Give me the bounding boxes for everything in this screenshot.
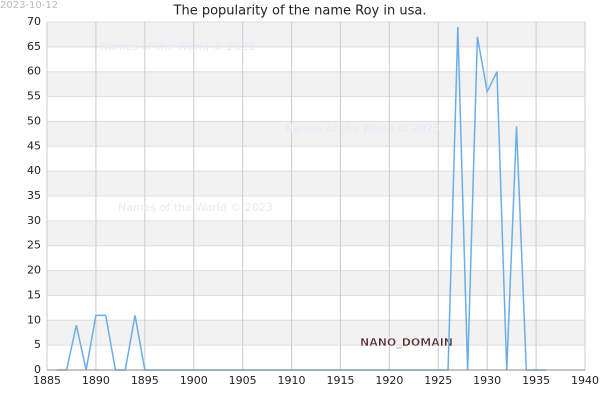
- y-tick-label: 30: [27, 214, 41, 227]
- y-tick-label: 20: [27, 264, 41, 277]
- y-tick-label: 45: [27, 139, 41, 152]
- y-tick-label: 10: [27, 313, 41, 326]
- watermark: Names of the World © 2023: [285, 122, 440, 135]
- x-tick-label: 1920: [375, 374, 403, 387]
- y-tick-label: 50: [27, 114, 41, 127]
- band: [47, 270, 585, 296]
- x-tick-label: 1900: [180, 374, 208, 387]
- x-tick-label: 1885: [33, 374, 61, 387]
- chart-title: The popularity of the name Roy in usa.: [173, 4, 427, 19]
- domain-label: NANO_DOMAIN: [360, 336, 453, 349]
- band: [47, 71, 585, 97]
- x-tick-label: 1910: [278, 374, 306, 387]
- y-tick-label: 0: [34, 363, 41, 376]
- y-tick-label: 40: [27, 164, 41, 177]
- y-tick-label: 65: [27, 40, 41, 53]
- band: [47, 121, 585, 147]
- y-tick-label: 55: [27, 90, 41, 103]
- band: [47, 320, 585, 346]
- x-tick-label: 1905: [229, 374, 257, 387]
- watermark: Names of the World © 2023: [100, 40, 255, 53]
- x-tick-label: 1935: [522, 374, 550, 387]
- x-tick-label: 1890: [82, 374, 110, 387]
- y-tick-label: 5: [34, 338, 41, 351]
- band: [47, 171, 585, 196]
- y-tick-label: 35: [27, 189, 41, 202]
- band: [47, 220, 585, 246]
- y-tick-label: 60: [27, 65, 41, 78]
- y-tick-label: 70: [27, 15, 41, 28]
- x-tick-label: 1940: [571, 374, 599, 387]
- x-tick-label: 1930: [473, 374, 501, 387]
- x-tick-label: 1915: [326, 374, 354, 387]
- x-tick-label: 1895: [131, 374, 159, 387]
- watermark: Names of the World © 2023: [118, 201, 273, 214]
- x-tick-label: 1925: [424, 374, 452, 387]
- date-stamp: 2023-10-12: [0, 0, 58, 11]
- y-tick-label: 25: [27, 239, 41, 252]
- y-tick-label: 15: [27, 288, 41, 301]
- band: [47, 22, 585, 47]
